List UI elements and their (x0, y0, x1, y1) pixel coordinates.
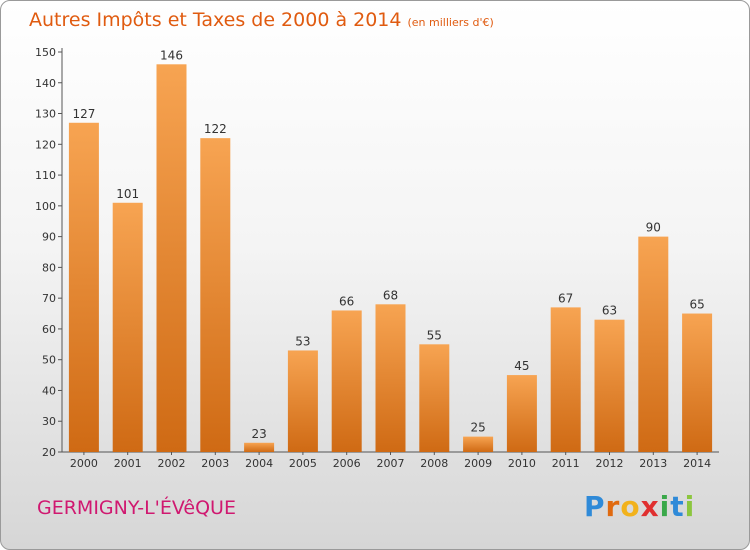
y-tick-label: 150 (35, 46, 56, 59)
bars (68, 64, 713, 453)
x-tick-label: 2004 (245, 457, 273, 470)
data-label: 68 (383, 288, 398, 302)
y-tick-label: 80 (42, 261, 56, 274)
bar-2013 (638, 236, 669, 452)
data-label: 65 (689, 298, 704, 312)
data-label: 122 (204, 122, 227, 136)
data-label: 55 (427, 328, 442, 342)
x-tick-label: 2013 (639, 457, 667, 470)
data-label: 53 (295, 334, 310, 348)
x-tick-label: 2007 (377, 457, 405, 470)
x-tick-label: 2014 (683, 457, 711, 470)
data-label: 66 (339, 294, 354, 308)
x-tick-label: 2001 (114, 457, 142, 470)
x-tick-label: 2009 (464, 457, 492, 470)
x-tick-label: 2000 (70, 457, 98, 470)
y-tick-label: 140 (35, 77, 56, 90)
bar-2011 (550, 307, 581, 452)
y-tick-label: 60 (42, 323, 56, 336)
bar-2000 (68, 122, 99, 453)
y-tick-label: 110 (35, 169, 56, 182)
data-labels: 127 101 146 122 23 53 66 68 55 25 45 67 63 90 65 (72, 48, 704, 440)
data-label: 146 (160, 48, 183, 62)
x-tick-label: 2006 (333, 457, 361, 470)
y-tick-label: 40 (42, 384, 56, 397)
bar-2006 (331, 310, 362, 452)
x-tick-label: 2011 (552, 457, 580, 470)
y-tick-label: 100 (35, 200, 56, 213)
data-label: 127 (72, 107, 95, 121)
bar-2012 (594, 319, 625, 452)
data-label: 90 (646, 221, 661, 235)
y-tick-label: 50 (42, 354, 56, 367)
data-label: 67 (558, 291, 573, 305)
bar-2007 (375, 304, 406, 452)
location-name: GERMIGNY-L'ÉVêQUE (37, 497, 236, 519)
x-tick-label: 2012 (596, 457, 624, 470)
bar-2004 (244, 442, 275, 452)
chart-title-text: Autres Impôts et Taxes de 2000 à 2014 (29, 9, 402, 31)
y-tick-label: 20 (42, 446, 56, 459)
proxiti-logo: Proxiti (584, 490, 696, 523)
bar-2003 (200, 138, 231, 452)
y-tick-label: 70 (42, 292, 56, 305)
x-tick-label: 2008 (420, 457, 448, 470)
data-label: 63 (602, 304, 617, 318)
data-label: 23 (251, 427, 266, 441)
bar-2009 (463, 436, 494, 452)
y-tick-label: 130 (35, 108, 56, 121)
bar-2010 (506, 375, 537, 452)
data-label: 45 (514, 359, 529, 373)
x-tick-label: 2005 (289, 457, 317, 470)
bar-2008 (419, 344, 450, 452)
bar-2002 (156, 64, 187, 453)
x-tick-label: 2002 (158, 457, 186, 470)
bar-2014 (682, 313, 713, 452)
x-tick-label: 2010 (508, 457, 536, 470)
data-label: 25 (470, 421, 485, 435)
bar-2005 (287, 350, 318, 452)
y-tick-label: 30 (42, 415, 56, 428)
bar-2001 (112, 202, 143, 452)
y-tick-label: 90 (42, 231, 56, 244)
chart-unit: (en milliers d'€) (407, 16, 494, 29)
chart-title: Autres Impôts et Taxes de 2000 à 2014 (en… (29, 9, 494, 31)
x-tick-label: 2003 (201, 457, 229, 470)
data-label: 101 (116, 187, 139, 201)
y-tick-label: 120 (35, 138, 56, 151)
